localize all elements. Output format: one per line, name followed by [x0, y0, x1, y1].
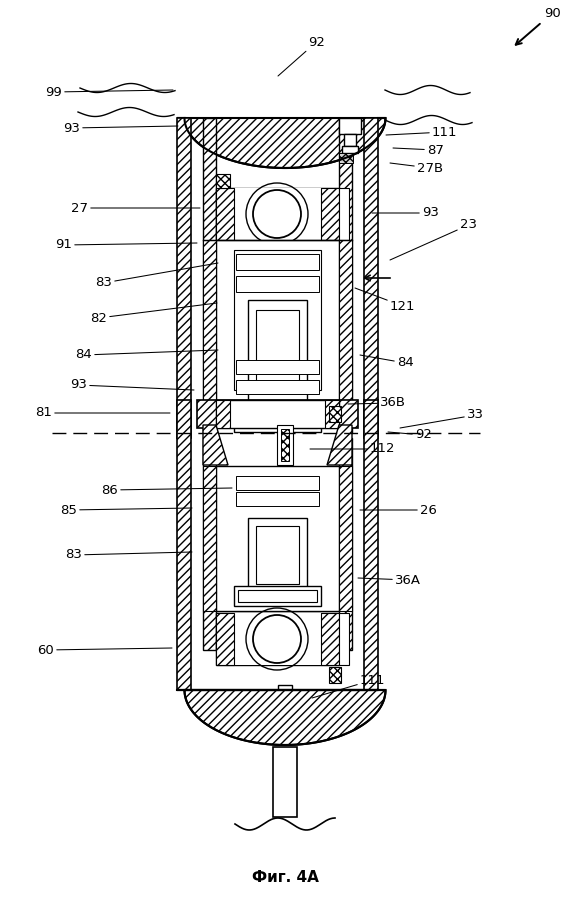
Bar [216, 400, 339, 428]
Bar [248, 300, 307, 400]
Bar [216, 240, 339, 400]
Bar [203, 466, 216, 611]
Bar [236, 360, 319, 374]
Bar [203, 438, 216, 650]
Text: 93: 93 [70, 379, 194, 392]
Text: 81: 81 [35, 407, 170, 419]
Bar [339, 438, 352, 650]
Text: 112: 112 [310, 443, 396, 455]
Circle shape [253, 615, 301, 663]
Bar [197, 400, 358, 428]
Bar [248, 518, 307, 593]
Bar [234, 586, 321, 606]
Bar [236, 276, 319, 292]
Bar [329, 406, 341, 422]
Bar [234, 250, 321, 390]
Bar [273, 747, 297, 817]
Text: 83: 83 [95, 263, 218, 290]
Bar [339, 466, 352, 611]
Text: 82: 82 [90, 303, 217, 325]
Text: 60: 60 [37, 644, 172, 656]
Text: 23: 23 [390, 219, 477, 260]
Text: 111: 111 [312, 673, 385, 698]
Text: 84: 84 [360, 355, 414, 370]
Bar [216, 188, 339, 240]
Bar [339, 613, 349, 665]
Text: 99: 99 [45, 86, 173, 98]
Polygon shape [177, 690, 385, 745]
Bar [216, 400, 230, 428]
Bar [339, 153, 353, 163]
Bar [234, 188, 321, 240]
Text: 92: 92 [278, 35, 325, 76]
Bar [278, 685, 292, 703]
Bar [339, 118, 352, 433]
Bar [339, 240, 352, 400]
Bar [281, 429, 289, 461]
Bar [364, 118, 378, 438]
Polygon shape [203, 425, 228, 465]
Bar [234, 410, 321, 432]
Bar [274, 703, 296, 710]
Bar [203, 118, 216, 433]
Bar [321, 613, 339, 665]
Bar [339, 188, 349, 240]
Bar [234, 613, 321, 665]
Text: 90: 90 [544, 7, 560, 20]
Bar [321, 188, 339, 240]
Bar [339, 118, 361, 134]
Bar [256, 310, 299, 390]
Bar [236, 380, 319, 394]
Bar [236, 254, 319, 270]
Bar [238, 590, 317, 602]
Text: 36A: 36A [358, 573, 421, 587]
Bar [216, 174, 230, 188]
Text: 27B: 27B [390, 161, 443, 175]
Bar [325, 400, 339, 428]
Text: 85: 85 [60, 503, 192, 517]
Bar [238, 414, 317, 428]
Text: 121: 121 [355, 288, 416, 312]
Text: Фиг. 4А: Фиг. 4А [251, 870, 318, 886]
Bar [277, 425, 293, 465]
Bar [177, 118, 191, 438]
Text: 92: 92 [388, 428, 432, 442]
Text: 26: 26 [360, 503, 437, 517]
Circle shape [253, 190, 301, 238]
Bar [342, 146, 358, 153]
Polygon shape [327, 425, 352, 465]
Text: 27: 27 [71, 202, 200, 214]
Text: 91: 91 [55, 238, 197, 251]
Text: 83: 83 [65, 548, 192, 562]
Text: 93: 93 [63, 122, 178, 134]
Text: 86: 86 [101, 483, 232, 497]
Text: 93: 93 [372, 206, 439, 220]
Text: 36B: 36B [348, 397, 406, 410]
Bar [177, 400, 191, 690]
Bar [344, 134, 356, 146]
Text: 87: 87 [393, 143, 444, 157]
Bar [364, 400, 378, 690]
Text: 33: 33 [400, 409, 484, 428]
Polygon shape [177, 118, 385, 168]
Bar [256, 526, 299, 584]
Bar [216, 613, 234, 665]
Bar [216, 188, 234, 240]
Bar [203, 240, 216, 400]
Bar [236, 476, 319, 490]
Text: 111: 111 [386, 125, 457, 139]
Bar [236, 492, 319, 506]
Bar [329, 667, 341, 683]
Bar [216, 466, 339, 611]
Bar [216, 613, 339, 665]
Text: 84: 84 [75, 348, 218, 362]
